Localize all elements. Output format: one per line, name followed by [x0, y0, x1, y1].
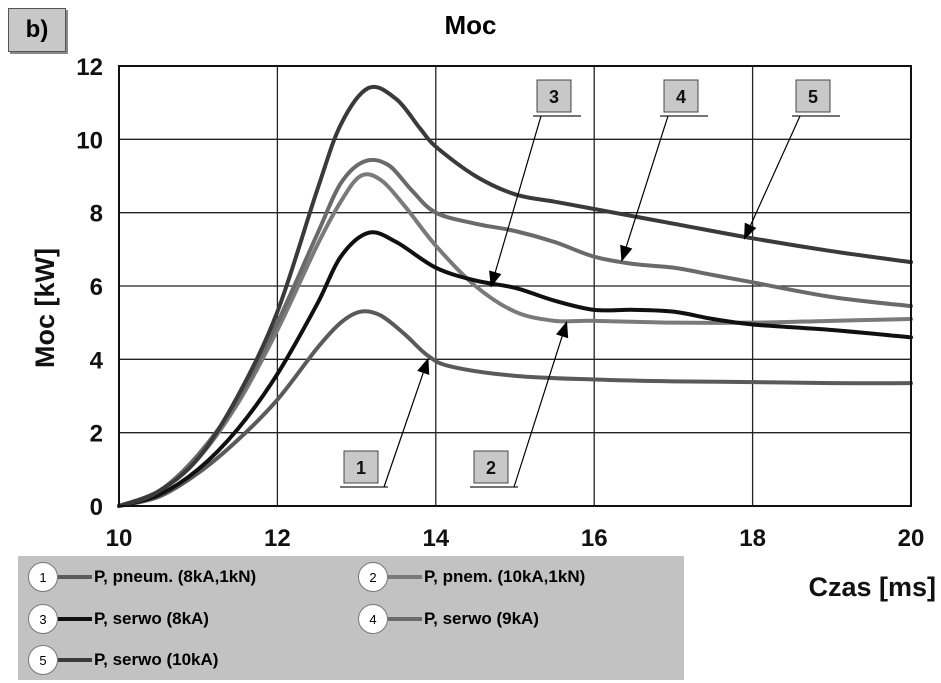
- x-tick-label: 12: [264, 525, 291, 552]
- legend-marker-4: 4: [358, 604, 388, 634]
- y-tick-label: 6: [90, 274, 103, 301]
- series-line-1: [117, 309, 913, 508]
- series-line-2: [117, 172, 913, 508]
- legend-marker-1: 1: [28, 562, 58, 592]
- legend-label-1: P, pneum. (8kA,1kN): [94, 567, 257, 586]
- x-tick-label: 10: [106, 525, 133, 552]
- series-line-4: [117, 157, 913, 508]
- callout-label-2: 2: [486, 458, 496, 478]
- callout-box-4: [663, 79, 699, 113]
- callout-arrow-1: [383, 357, 430, 488]
- callout-arrow-4: [620, 115, 669, 262]
- y-axis-label: Moc [kW]: [30, 248, 60, 368]
- panel-label: b): [8, 8, 66, 52]
- callout-box-1: [343, 450, 379, 484]
- callout-arrow-2: [513, 321, 569, 488]
- legend-marker-3: 3: [28, 604, 58, 634]
- callout-label-1: 1: [356, 458, 366, 478]
- series-line-3: [117, 230, 913, 508]
- legend-label-2: P, pnem. (10kA,1kN): [424, 567, 586, 586]
- callout-box-3: [536, 79, 572, 113]
- y-tick-label: 4: [90, 347, 104, 374]
- legend-line-4: [388, 617, 422, 621]
- y-tick-label: 8: [90, 201, 103, 228]
- series-lines: [117, 84, 913, 508]
- legend-item-5: 5 P, serwo (10kA): [28, 645, 218, 675]
- y-tick-label: 10: [76, 127, 103, 154]
- callout-label-3: 3: [549, 87, 559, 107]
- callout-arrow-3: [489, 115, 542, 288]
- legend-marker-2: 2: [358, 562, 388, 592]
- chart-title: Moc: [444, 10, 497, 40]
- y-tick-label: 2: [90, 421, 103, 448]
- legend-line-3: [58, 617, 92, 621]
- callout-arrow-5: [744, 115, 801, 240]
- legend-marker-5: 5: [28, 645, 58, 675]
- x-tick-label: 18: [739, 525, 766, 552]
- callout-label-5: 5: [808, 87, 818, 107]
- legend-label-3: P, serwo (8kA): [94, 609, 209, 628]
- series-line-5: [117, 84, 913, 508]
- legend: 1 P, pneum. (8kA,1kN) 2 P, pnem. (10kA,1…: [18, 556, 684, 680]
- legend-line-2: [388, 575, 422, 579]
- legend-item-1: 1 P, pneum. (8kA,1kN): [28, 562, 256, 592]
- callout-box-2: [473, 450, 509, 484]
- plot-frame: [118, 65, 912, 507]
- y-tick-label: 0: [90, 494, 103, 521]
- annotations: 1 2 3 4 5: [340, 79, 840, 488]
- legend-item-3: 3 P, serwo (8kA): [28, 604, 209, 634]
- x-tick-label: 20: [898, 525, 925, 552]
- x-tick-label: 14: [422, 525, 449, 552]
- legend-label-5: P, serwo (10kA): [94, 650, 219, 669]
- legend-line-5: [58, 658, 92, 662]
- legend-item-4: 4 P, serwo (9kA): [358, 604, 539, 634]
- legend-line-1: [58, 575, 92, 579]
- x-axis-label: Czas [ms]: [808, 572, 936, 602]
- legend-label-4: P, serwo (9kA): [424, 609, 539, 628]
- legend-item-2: 2 P, pnem. (10kA,1kN): [358, 562, 585, 592]
- y-tick-label: 12: [76, 54, 103, 81]
- callout-box-5: [795, 79, 831, 113]
- x-tick-label: 16: [581, 525, 608, 552]
- callout-label-4: 4: [676, 87, 686, 107]
